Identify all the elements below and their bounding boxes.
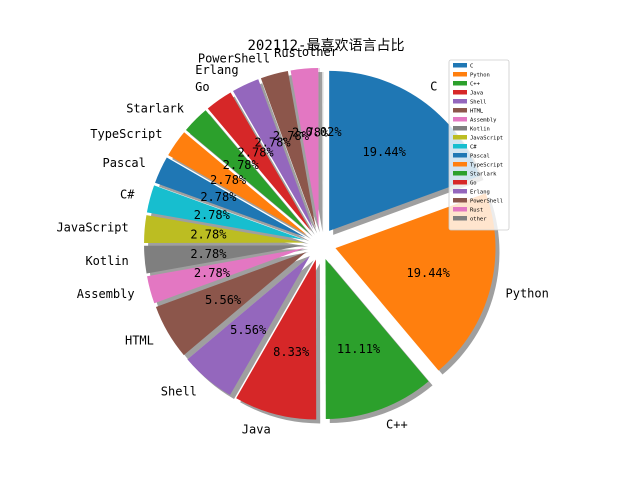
- category-label-powershell: PowerShell: [198, 52, 270, 66]
- legend-label-html: HTML: [470, 109, 484, 115]
- pct-label-go: 2.78%: [238, 145, 275, 159]
- slice-assembly: [147, 248, 305, 304]
- pct-label-starlark: 2.78%: [223, 158, 260, 172]
- pct-label-cpp: 11.11%: [337, 342, 381, 356]
- legend-label-other: other: [470, 217, 487, 223]
- legend-swatch-csharp: [453, 144, 467, 149]
- percent-labels: 19.44%19.44%11.11%8.33%5.56%5.56%2.78%2.…: [190, 125, 450, 359]
- legend-swatch-rust: [453, 207, 467, 212]
- category-label-python: Python: [506, 287, 549, 301]
- legend-swatch-erlang: [453, 189, 467, 194]
- legend-label-assembly: Assembly: [470, 118, 497, 124]
- legend-label-powershell: PowerShell: [470, 199, 503, 205]
- pct-label-pascal: 2.78%: [200, 190, 237, 204]
- legend-label-javascript: JavaScript: [470, 136, 503, 142]
- category-label-starlark: Starlark: [126, 101, 185, 115]
- legend-swatch-go: [453, 180, 467, 185]
- legend: C Python C++ Java Shell HTML Assembly Kotlin Jav…: [448, 59, 510, 231]
- slice-csharp: [146, 185, 305, 240]
- legend-label-starlark: Starlark: [470, 172, 497, 178]
- slice-powershell: [260, 71, 316, 229]
- slice-typescript: [168, 132, 307, 235]
- legend-label-python: Python: [470, 73, 490, 79]
- legend-swatch-typescript: [453, 162, 467, 167]
- legend-label-cpp: C++: [470, 82, 481, 88]
- legend-items: C Python C++ Java Shell HTML Assembly Kotlin Jav…: [453, 63, 503, 223]
- legend-swatch-powershell: [453, 198, 467, 203]
- slice-kotlin: [144, 245, 305, 274]
- category-label-kotlin: Kotlin: [85, 254, 128, 268]
- pct-label-javascript: 2.78%: [190, 227, 227, 241]
- pct-label-kotlin: 2.78%: [190, 247, 227, 261]
- legend-label-c: C: [470, 64, 473, 70]
- legend-label-typescript: TypeScript: [470, 163, 503, 169]
- legend-swatch-assembly: [453, 117, 467, 122]
- category-label-typescript: TypeScript: [90, 127, 162, 141]
- slice-cpp: [325, 259, 429, 420]
- category-label-javascript: JavaScript: [56, 221, 128, 235]
- legend-label-rust: Rust: [470, 208, 483, 214]
- category-label-html: HTML: [125, 333, 154, 347]
- slice-go: [207, 92, 311, 231]
- pct-label-assembly: 2.78%: [194, 266, 231, 280]
- legend-swatch-java: [453, 90, 467, 95]
- legend-swatch-pascal: [453, 153, 467, 158]
- slice-python: [335, 193, 496, 371]
- category-label-erlang: Erlang: [195, 63, 238, 77]
- legend-swatch-cpp: [453, 81, 467, 86]
- category-label-cpp: C++: [386, 417, 408, 431]
- slice-c: [329, 70, 480, 231]
- slice-shell: [187, 256, 310, 396]
- pct-label-python: 19.44%: [407, 266, 451, 280]
- pct-label-c: 19.44%: [363, 145, 407, 159]
- pct-label-other: -0.02%: [298, 125, 342, 139]
- pct-label-typescript: 2.78%: [210, 173, 247, 187]
- category-label-shell: Shell: [161, 384, 197, 398]
- category-labels: C Python C++ Java Shell HTML Assembly Kotlin Jav…: [56, 45, 548, 437]
- legend-swatch-python: [453, 72, 467, 77]
- category-label-pascal: Pascal: [103, 156, 146, 170]
- category-label-c: C: [430, 80, 437, 94]
- legend-swatch-shell: [453, 99, 467, 104]
- pct-label-powershell: 2.78%: [273, 129, 310, 143]
- legend-swatch-javascript: [453, 135, 467, 140]
- legend-swatch-starlark: [453, 171, 467, 176]
- pct-label-html: 5.56%: [205, 293, 242, 307]
- pct-label-java: 8.33%: [273, 345, 310, 359]
- legend-swatch-other: [453, 216, 467, 221]
- slice-erlang: [233, 79, 314, 230]
- pct-label-rust: 2.78%: [292, 125, 329, 139]
- legend-label-erlang: Erlang: [470, 190, 490, 196]
- slice-javascript: [144, 215, 305, 243]
- category-label-other: other: [302, 45, 338, 59]
- legend-label-csharp: C#: [470, 145, 477, 151]
- category-label-rust: Rust: [274, 46, 303, 60]
- slice-java: [236, 259, 317, 420]
- slice-rust: [290, 68, 319, 229]
- pct-label-shell: 5.56%: [230, 323, 267, 337]
- slice-html: [155, 252, 307, 356]
- legend-swatch-c: [453, 63, 467, 68]
- category-label-assembly: Assembly: [77, 287, 135, 301]
- legend-swatch-html: [453, 108, 467, 113]
- category-label-java: Java: [242, 423, 271, 437]
- slice-pascal: [155, 157, 306, 238]
- category-label-csharp: C#: [120, 188, 135, 202]
- legend-label-shell: Shell: [470, 100, 487, 106]
- pct-label-erlang: 2.78%: [254, 136, 291, 150]
- legend-label-pascal: Pascal: [470, 154, 490, 160]
- legend-label-kotlin: Kotlin: [470, 127, 490, 133]
- legend-label-go: Go: [470, 181, 477, 187]
- pie-slices: [144, 67, 496, 420]
- legend-label-java: Java: [470, 91, 483, 97]
- chart-title: 202112-最喜欢语言占比: [247, 38, 404, 54]
- category-label-go: Go: [195, 80, 209, 94]
- legend-swatch-kotlin: [453, 126, 467, 131]
- pct-label-csharp: 2.78%: [194, 208, 231, 222]
- slice-starlark: [185, 110, 309, 233]
